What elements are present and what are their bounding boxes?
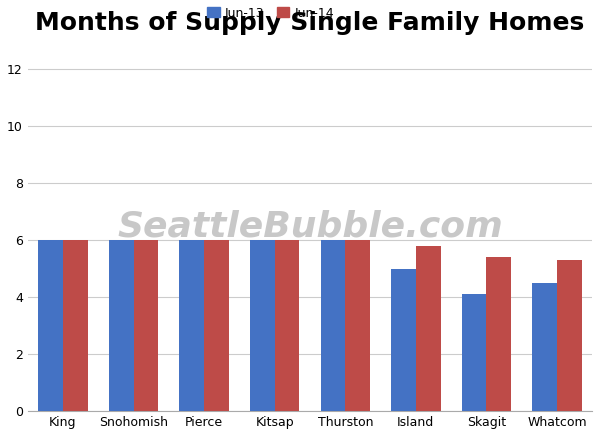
Text: 3.2: 3.2 — [253, 324, 271, 334]
Bar — [391, 269, 416, 411]
Text: 5.8: 5.8 — [419, 250, 437, 260]
Bar — [250, 240, 275, 411]
Text: 1.8: 1.8 — [112, 364, 130, 374]
Bar — [109, 240, 134, 411]
Bar — [345, 240, 370, 411]
Legend: Jun-13, Jun-14: Jun-13, Jun-14 — [203, 3, 338, 23]
Bar — [204, 240, 229, 411]
Text: 1.7: 1.7 — [42, 367, 59, 377]
Text: 4.1: 4.1 — [465, 299, 483, 309]
Bar — [557, 260, 582, 411]
Text: 2.8: 2.8 — [324, 336, 342, 346]
Text: 5.3: 5.3 — [560, 265, 578, 275]
Bar — [63, 240, 88, 411]
Text: 4.5: 4.5 — [536, 287, 554, 297]
Text: 5.0: 5.0 — [395, 273, 412, 283]
Text: 1.8: 1.8 — [67, 364, 84, 374]
Text: 2.9: 2.9 — [183, 333, 201, 343]
Text: 3.6: 3.6 — [208, 313, 225, 323]
Text: SeattleBubble.com: SeattleBubble.com — [117, 209, 503, 243]
Bar — [134, 240, 158, 411]
Bar — [38, 240, 63, 411]
Bar — [462, 294, 487, 411]
Bar — [179, 240, 204, 411]
Bar — [275, 240, 299, 411]
Text: 4.0: 4.0 — [349, 302, 367, 312]
Text: 3.6: 3.6 — [278, 313, 296, 323]
Title: Months of Supply Single Family Homes: Months of Supply Single Family Homes — [35, 11, 584, 35]
Text: 5.4: 5.4 — [490, 262, 508, 272]
Bar — [416, 246, 440, 411]
Bar — [487, 257, 511, 411]
Bar — [532, 283, 557, 411]
Bar — [320, 240, 345, 411]
Text: 2.4: 2.4 — [137, 347, 155, 357]
